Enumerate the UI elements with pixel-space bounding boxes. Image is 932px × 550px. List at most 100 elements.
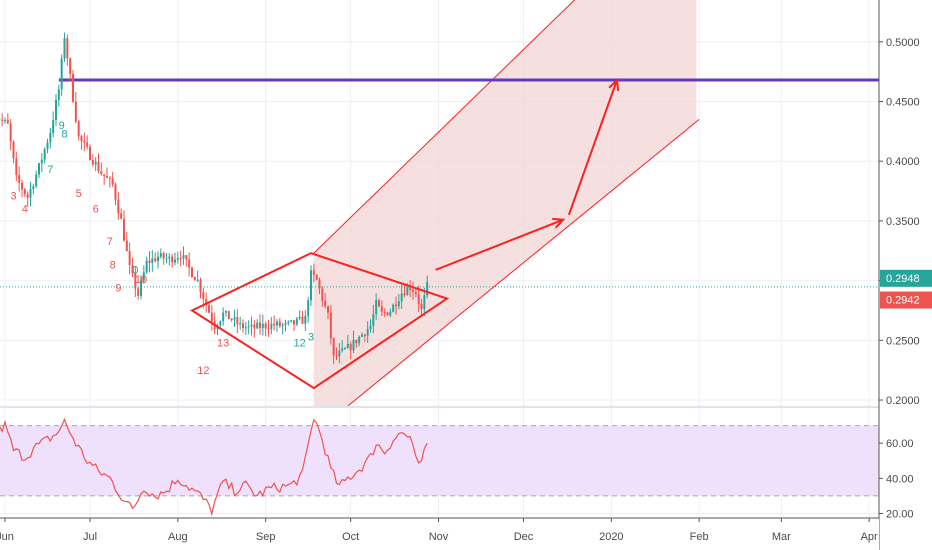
channel-lower-line[interactable]	[347, 119, 700, 407]
candle-body-3	[1, 119, 4, 121]
candle-8	[15, 151, 18, 182]
candle-27	[69, 57, 72, 82]
candle-110	[304, 310, 307, 331]
candle-body-42	[111, 178, 114, 185]
candle-body-82	[225, 310, 227, 313]
candle-body-96	[264, 323, 267, 329]
candle-body-140	[389, 311, 392, 316]
projection-arrow-1[interactable]	[435, 217, 566, 271]
candle-body-86	[236, 317, 239, 325]
candle-112	[310, 265, 312, 306]
candle-body-31	[80, 136, 83, 141]
candle-137	[380, 300, 383, 317]
candle-body-123	[341, 348, 344, 351]
candle-body-81	[222, 312, 225, 322]
candle-body-139	[386, 312, 389, 316]
candle-body-127	[352, 339, 355, 351]
candle-body-55	[148, 260, 151, 264]
candle-13	[29, 182, 32, 207]
candle-77	[210, 304, 213, 331]
candle-63	[171, 253, 174, 268]
candle-body-34	[89, 146, 91, 160]
candle-106	[293, 319, 295, 331]
candle-body-28	[72, 74, 74, 102]
candle-body-135	[375, 300, 378, 315]
candle-body-119	[329, 312, 332, 339]
candle-body-148	[412, 289, 414, 292]
candle-139	[386, 311, 389, 317]
candle-44	[117, 192, 120, 220]
time-axis-bg[interactable]	[0, 518, 879, 550]
candle-body-98	[270, 323, 273, 330]
channel-upper-line[interactable]	[313, 0, 575, 254]
candle-body-8	[15, 158, 18, 176]
candle-23	[57, 84, 60, 107]
candle-65	[176, 251, 179, 264]
candle-body-6	[9, 123, 12, 142]
candle-body-137	[380, 306, 383, 312]
candle-body-40	[106, 176, 108, 178]
price-tick-label-6: 0.2000	[886, 395, 920, 407]
candle-47	[125, 232, 128, 252]
candle-body-133	[369, 325, 372, 330]
candle-body-36	[94, 161, 97, 165]
candle-3	[1, 113, 4, 127]
candle-body-33	[86, 142, 89, 147]
candle-body-118	[327, 306, 329, 313]
candle-122	[338, 343, 341, 364]
candle-19	[46, 138, 49, 154]
candle-55	[148, 251, 151, 273]
candle-body-130	[361, 334, 363, 337]
candle-body-80	[219, 321, 222, 326]
last-price-label-2: 0.2942	[886, 295, 920, 307]
candle-88	[242, 319, 244, 333]
pane-separator[interactable]	[0, 406, 879, 408]
candle-4	[4, 117, 6, 124]
candle-body-29	[74, 101, 77, 122]
time-tick-label-9: Mar	[772, 531, 791, 543]
seq-count-6: 6	[93, 204, 99, 216]
candle-72	[196, 270, 199, 283]
candle-body-106	[293, 320, 295, 325]
candle-body-75	[205, 298, 208, 306]
candle-17	[40, 153, 43, 173]
candle-body-142	[395, 304, 397, 307]
candle-127	[352, 330, 355, 353]
candle-body-12	[26, 194, 29, 198]
projection-arrow-2[interactable]	[567, 77, 620, 216]
candle-35	[91, 154, 94, 167]
candle-body-109	[301, 316, 304, 324]
candle-92	[253, 320, 256, 338]
candle-body-88	[242, 323, 244, 329]
candle-111	[307, 297, 310, 323]
candle-body-120	[332, 338, 335, 356]
candle-86	[236, 308, 239, 334]
candle-body-14	[32, 186, 35, 190]
candle-61	[165, 252, 168, 264]
candle-71	[193, 276, 196, 281]
candle-body-89	[244, 327, 247, 329]
candle-body-24	[60, 58, 63, 90]
candle-48	[128, 242, 131, 275]
candle-131	[363, 333, 366, 342]
candle-body-16	[38, 163, 40, 175]
candle-21	[52, 111, 55, 138]
candle-100	[276, 318, 278, 332]
candle-body-58	[157, 256, 159, 262]
candle-body-115	[318, 279, 321, 289]
candle-136	[378, 298, 380, 308]
candle-129	[358, 335, 361, 347]
rsi-tick-label-2: 20.00	[886, 508, 914, 520]
candle-body-150	[417, 294, 420, 304]
candle-body-52	[140, 280, 142, 296]
seq-count-8: 8	[110, 260, 116, 272]
candle-body-53	[142, 272, 145, 281]
diamond-pattern[interactable]	[189, 252, 450, 390]
candle-body-22	[55, 100, 57, 120]
candle-body-25	[63, 38, 66, 59]
candle-58	[157, 251, 159, 269]
candle-70	[191, 266, 193, 278]
candle-90	[247, 320, 250, 335]
candle-body-43	[114, 184, 117, 200]
